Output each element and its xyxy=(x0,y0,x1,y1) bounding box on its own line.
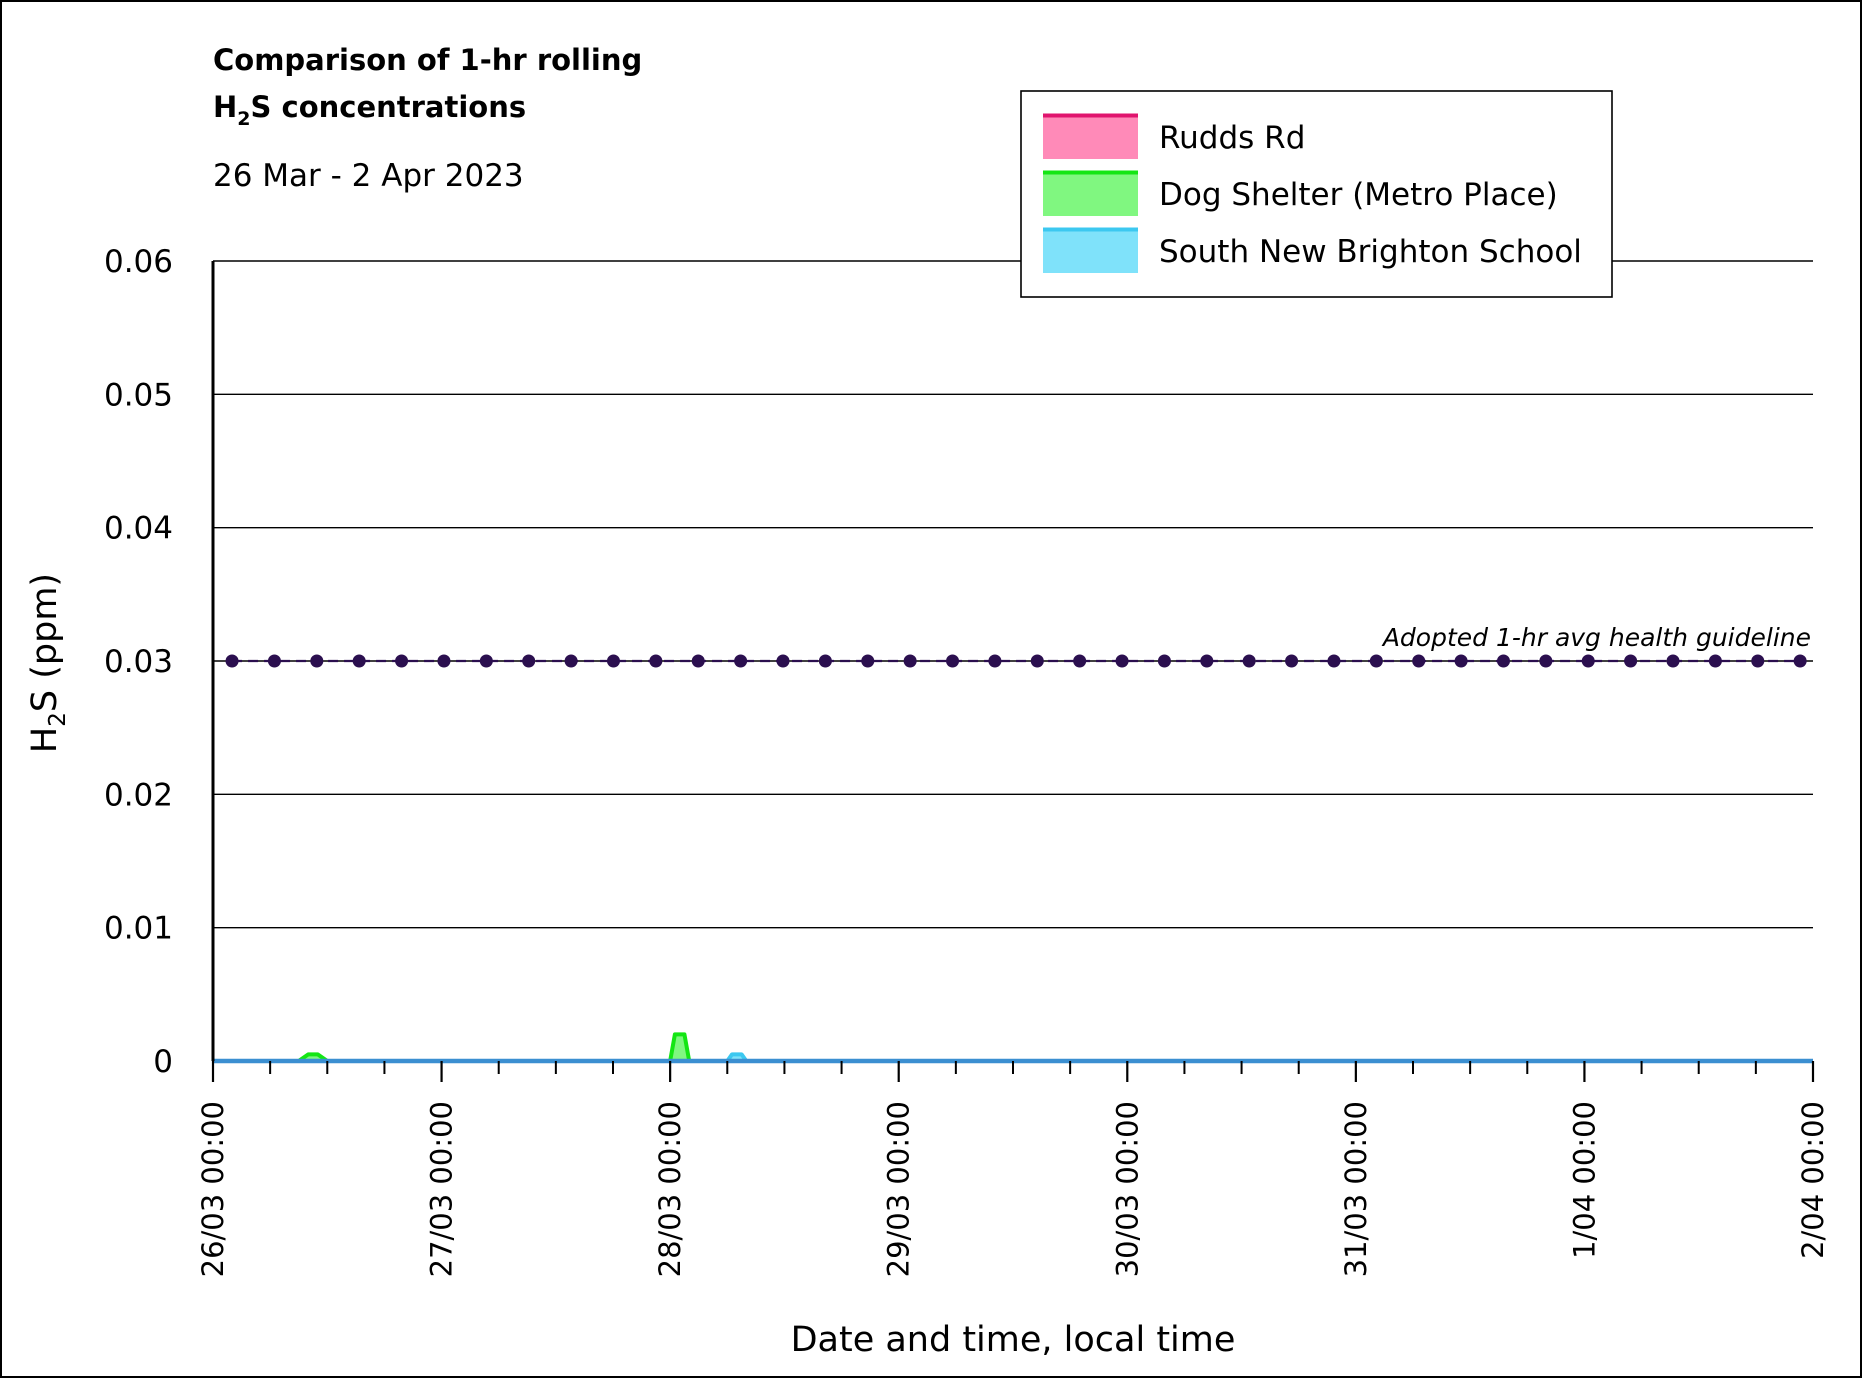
chart-title-sub: 2 xyxy=(237,108,250,130)
guideline-marker xyxy=(1073,654,1087,668)
x-tick-label: 2/04 00:00 xyxy=(1796,1101,1830,1259)
guideline-marker xyxy=(649,654,663,668)
guideline-marker xyxy=(1115,654,1129,668)
guideline-marker xyxy=(946,654,960,668)
legend-swatch xyxy=(1043,114,1138,159)
x-axis-label: Date and time, local time xyxy=(791,1320,1236,1360)
guideline-marker xyxy=(479,654,493,668)
guideline-marker xyxy=(1369,654,1383,668)
guideline-marker xyxy=(1496,654,1510,668)
chart-title-rest: S concentrations xyxy=(251,90,527,124)
guideline-marker xyxy=(1539,654,1553,668)
guideline-marker xyxy=(352,654,366,668)
guideline-marker xyxy=(1708,654,1722,668)
chart-title-line1: Comparison of 1-hr rolling xyxy=(213,43,642,77)
guideline-marker xyxy=(776,654,790,668)
chart-subtitle: 26 Mar - 2 Apr 2023 xyxy=(213,158,524,194)
guideline-marker xyxy=(903,654,917,668)
guideline-marker xyxy=(1751,654,1765,668)
x-tick-label: 26/03 00:00 xyxy=(196,1101,230,1277)
y-tick-label: 0 xyxy=(153,1044,173,1080)
y-axis-label: H2S (ppm) xyxy=(25,573,71,753)
guideline-marker xyxy=(1327,654,1341,668)
y-axis-ticks: 0 0.01 0.02 0.03 0.04 0.05 0.06 xyxy=(104,244,173,1080)
chart-title-h: H xyxy=(213,90,237,124)
guideline-marker xyxy=(310,654,324,668)
guideline-marker xyxy=(818,654,832,668)
guideline-marker xyxy=(861,654,875,668)
guideline-marker xyxy=(1242,654,1256,668)
x-tick-label: 31/03 00:00 xyxy=(1339,1101,1373,1277)
y-tick-label: 0.01 xyxy=(104,911,173,947)
y-axis-label-h: H xyxy=(25,727,65,753)
guideline-label: Adopted 1-hr avg health guideline xyxy=(1381,623,1811,652)
guideline-marker xyxy=(395,654,409,668)
guideline-marker xyxy=(437,654,451,668)
guideline-marker xyxy=(1157,654,1171,668)
guideline-marker xyxy=(1624,654,1638,668)
guideline-marker xyxy=(1454,654,1468,668)
guideline-marker xyxy=(225,654,239,668)
guideline-marker xyxy=(1030,654,1044,668)
legend-swatch xyxy=(1043,171,1138,216)
guideline-marker xyxy=(1200,654,1214,668)
guideline-marker xyxy=(522,654,536,668)
y-tick-label: 0.02 xyxy=(104,777,173,813)
x-tick-label: 30/03 00:00 xyxy=(1110,1101,1144,1277)
y-tick-label: 0.05 xyxy=(104,377,173,413)
x-tick-label: 1/04 00:00 xyxy=(1567,1101,1601,1259)
chart-title-line2: H2S concentrations xyxy=(213,90,526,130)
legend-label: Rudds Rd xyxy=(1159,120,1305,156)
y-axis-label-sub: 2 xyxy=(45,712,71,727)
guideline-marker xyxy=(1793,654,1807,668)
guideline-marker xyxy=(1412,654,1426,668)
legend-label: Dog Shelter (Metro Place) xyxy=(1159,177,1558,213)
health-guideline: Adopted 1-hr avg health guideline xyxy=(225,623,1811,668)
guideline-marker xyxy=(1666,654,1680,668)
guideline-marker xyxy=(988,654,1002,668)
guideline-marker xyxy=(734,654,748,668)
y-tick-label: 0.03 xyxy=(104,644,173,680)
y-axis-label-rest: S (ppm) xyxy=(25,573,65,712)
x-axis-ticks: 26/03 00:00 27/03 00:00 28/03 00:00 29/03 0… xyxy=(196,1061,1830,1277)
legend-swatch xyxy=(1043,228,1138,273)
guideline-marker xyxy=(1581,654,1595,668)
legend-label: South New Brighton School xyxy=(1159,234,1582,270)
legend: Rudds Rd Dog Shelter (Metro Place) South N… xyxy=(1020,90,1613,298)
guideline-marker xyxy=(1285,654,1299,668)
guideline-marker xyxy=(691,654,705,668)
x-tick-label: 28/03 00:00 xyxy=(653,1101,687,1277)
guideline-marker xyxy=(564,654,578,668)
x-tick-label: 29/03 00:00 xyxy=(882,1101,916,1277)
x-tick-label: 27/03 00:00 xyxy=(425,1101,459,1277)
y-tick-label: 0.04 xyxy=(104,511,173,547)
guideline-marker xyxy=(267,654,281,668)
y-tick-label: 0.06 xyxy=(104,244,173,280)
guideline-marker xyxy=(606,654,620,668)
